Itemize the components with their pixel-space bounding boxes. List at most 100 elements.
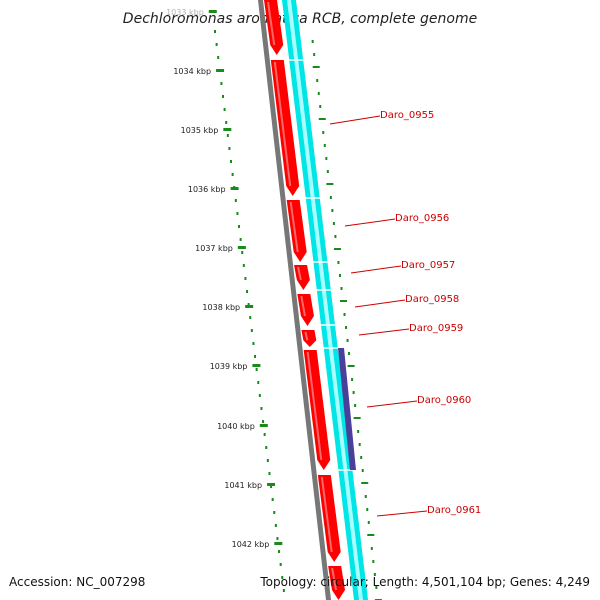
tick-label: 1036 kbp xyxy=(188,185,226,194)
axis-dot xyxy=(271,498,274,501)
tick-label: 1037 kbp xyxy=(195,244,233,253)
axis-dot xyxy=(258,394,261,397)
edge-dot xyxy=(317,92,320,95)
gene-labels: Daro_0955 Daro_0956 Daro_0957 Daro_0958 Daro… xyxy=(311,40,481,600)
map-title: Dechloromonas aromatica RCB, complete ge… xyxy=(123,11,477,27)
axis-dot xyxy=(273,511,276,514)
axis-dot xyxy=(278,550,281,553)
edge-tick xyxy=(333,248,341,250)
gene-label-daro_0955[interactable]: Daro_0955 xyxy=(380,110,434,121)
edge-dot xyxy=(345,326,348,329)
edge-tick xyxy=(353,417,361,419)
edge-dot xyxy=(372,560,375,563)
axis-dot xyxy=(249,316,252,319)
edge-dot xyxy=(352,391,355,394)
axis-dot xyxy=(214,30,216,33)
tick-mark xyxy=(252,364,261,367)
backbone-track xyxy=(258,0,331,600)
edge-tick xyxy=(340,300,347,302)
edge-dot xyxy=(358,443,361,446)
tick-label: 1039 kbp xyxy=(210,362,248,371)
gene-arrow-shine xyxy=(297,266,302,281)
tick-label: 1038 kbp xyxy=(202,303,240,312)
tick-mark xyxy=(259,424,268,427)
gene-label-daro_0961[interactable]: Daro_0961 xyxy=(427,505,481,516)
axis-dot xyxy=(263,433,266,436)
axis-dot xyxy=(241,251,244,254)
label-leader xyxy=(354,299,406,308)
edge-dot xyxy=(313,53,316,56)
edge-dot xyxy=(346,339,349,342)
tick-label: 1033 kbp xyxy=(166,8,204,17)
cds-track-highlight xyxy=(287,0,363,600)
edge-tick xyxy=(318,118,326,120)
edge-dot xyxy=(329,196,332,199)
axis-dot xyxy=(222,95,225,98)
gene-label-daro_0959[interactable]: Daro_0959 xyxy=(409,323,463,334)
axis-dot xyxy=(244,277,247,280)
gene-arrow-shine xyxy=(289,201,299,253)
axis-dot xyxy=(260,407,263,410)
gene-label-daro_0956[interactable]: Daro_0956 xyxy=(395,213,449,224)
tick-mark xyxy=(223,128,232,131)
axis-dot xyxy=(252,342,255,345)
edge-dot xyxy=(351,378,354,381)
gene-label-daro_0958[interactable]: Daro_0958 xyxy=(405,294,459,305)
edge-dot xyxy=(326,170,329,173)
tick-mark xyxy=(237,246,246,249)
gene-arrow-shine xyxy=(304,331,309,341)
edge-dot xyxy=(340,287,343,290)
axis-dot xyxy=(236,212,239,215)
accession-text: Accession: NC_007298 xyxy=(9,575,145,589)
edge-dot xyxy=(375,586,378,589)
edge-dot xyxy=(331,209,334,212)
label-leader xyxy=(344,218,396,227)
axis-dot xyxy=(265,446,268,449)
axis-dot xyxy=(282,589,285,592)
axis-dot xyxy=(234,199,237,202)
kbp-axis: 1033 kbp 1034 kbp 1035 kbp 1036 kbp 1037 kbp… xyxy=(166,8,285,592)
edge-dot xyxy=(373,573,376,576)
axis-dot xyxy=(257,381,260,384)
genome-summary-text: Topology: circular; Length: 4,501,104 bp… xyxy=(259,575,590,589)
axis-dot xyxy=(276,537,279,540)
edge-tick xyxy=(312,66,320,68)
tick-mark xyxy=(216,69,225,72)
edge-dot xyxy=(354,404,357,407)
edge-dot xyxy=(334,235,337,238)
axis-dot xyxy=(239,238,242,241)
axis-dot xyxy=(250,329,253,332)
tick-label: 1040 kbp xyxy=(217,422,255,431)
edge-dot xyxy=(366,508,369,511)
gene-arrow xyxy=(294,265,310,290)
tick-label: 1041 kbp xyxy=(224,481,262,490)
axis-dot xyxy=(279,563,282,566)
gene-label-daro_0957[interactable]: Daro_0957 xyxy=(401,260,455,271)
genome-tracks xyxy=(258,0,368,600)
edge-dot xyxy=(343,313,346,316)
gene-label-daro_0960[interactable]: Daro_0960 xyxy=(417,395,471,406)
axis-dot xyxy=(230,160,233,163)
tick-mark xyxy=(245,305,254,308)
axis-dot xyxy=(238,225,241,228)
axis-dot xyxy=(215,43,218,46)
axis-dot xyxy=(262,420,265,423)
tick-mark xyxy=(267,483,276,486)
edge-dot xyxy=(361,469,364,472)
edge-dot xyxy=(370,547,373,550)
gene-arrow-shine xyxy=(306,351,323,461)
edge-dot xyxy=(348,352,351,355)
label-leader xyxy=(358,328,410,336)
edge-dot xyxy=(360,456,363,459)
edge-dot xyxy=(319,105,322,108)
gene-arrow xyxy=(297,294,314,326)
tick-mark xyxy=(208,10,217,13)
gene-arrow-shine xyxy=(331,567,337,591)
axis-dot xyxy=(268,472,271,475)
axis-dot xyxy=(270,485,273,488)
edge-tick xyxy=(367,534,375,536)
edge-dot xyxy=(316,79,319,82)
edge-dot xyxy=(325,157,328,160)
gene-arrow-shine xyxy=(300,295,306,317)
edge-dot xyxy=(338,274,341,277)
